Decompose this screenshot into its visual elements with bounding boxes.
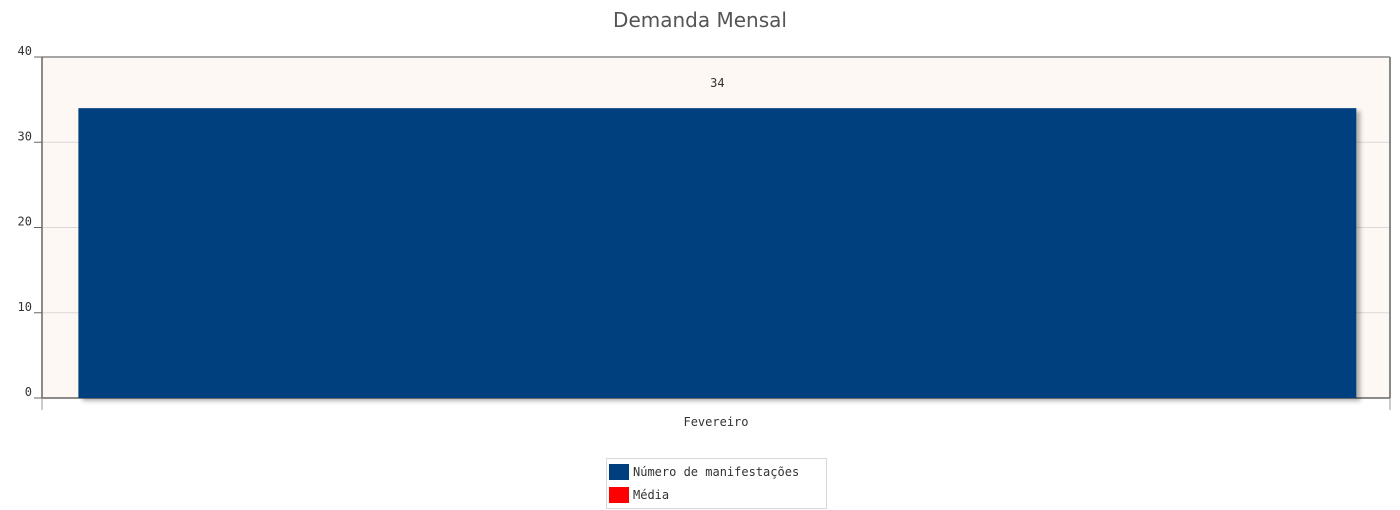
x-tick-label: Fevereiro — [683, 415, 748, 429]
y-tick-label: 0 — [25, 385, 32, 399]
chart-title: Demanda Mensal — [613, 8, 787, 32]
legend-item-series-1: Média — [609, 484, 669, 506]
x-axis — [41, 397, 1391, 410]
data-label: 34 — [710, 76, 724, 90]
legend-item-series-0: Número de manifestações — [609, 461, 799, 483]
y-tick-label: 20 — [18, 215, 32, 229]
legend-swatch-series-0 — [609, 464, 629, 480]
bar — [78, 108, 1357, 399]
legend-label-series-1: Média — [633, 488, 670, 502]
y-tick-label: 40 — [18, 44, 32, 58]
y-tick-label: 10 — [18, 300, 32, 314]
plot-frame — [42, 56, 1391, 398]
y-tick-label: 30 — [18, 129, 32, 143]
legend: Número de manifestações Média — [606, 458, 827, 509]
legend-label-series-0: Número de manifestações — [633, 465, 800, 479]
legend-swatch-series-1 — [609, 487, 629, 503]
